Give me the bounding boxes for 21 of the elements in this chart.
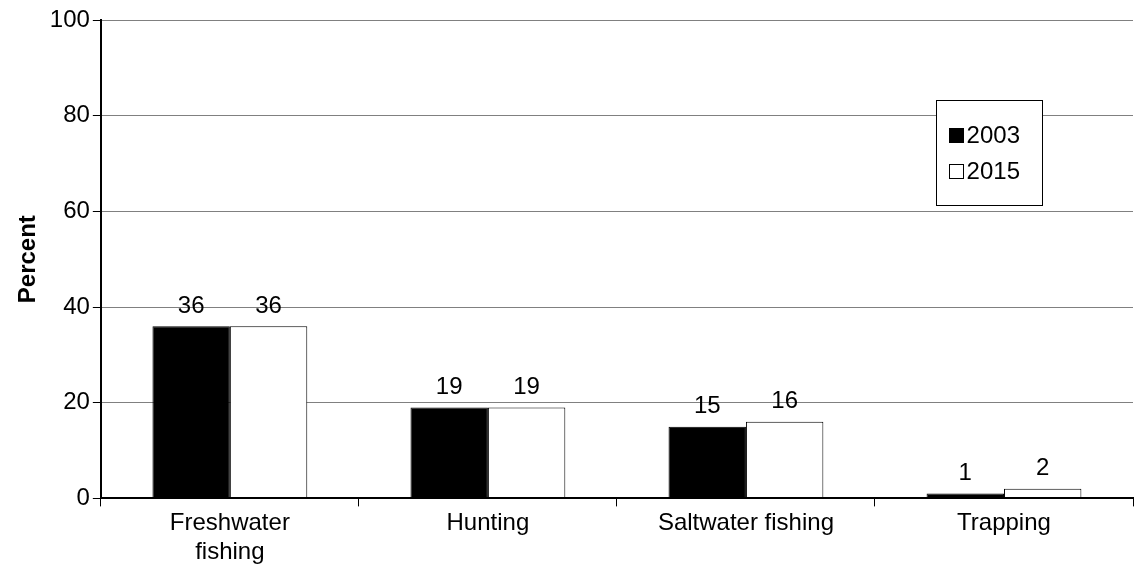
y-axis-title: Percent — [13, 215, 41, 304]
x-tick-label: Hunting — [446, 508, 530, 536]
legend-label: 2015 — [966, 157, 1020, 185]
y-tick-label: 100 — [49, 4, 90, 32]
legend-label: 2003 — [966, 121, 1020, 149]
x-tick-label: Trapping — [957, 508, 1051, 536]
y-tick-label: 0 — [76, 483, 90, 511]
y-tick-label: 80 — [63, 100, 90, 128]
data-label: 1 — [958, 458, 972, 486]
y-tick-label: 20 — [63, 387, 90, 415]
data-label: 16 — [771, 386, 798, 414]
data-label: 36 — [177, 290, 205, 318]
x-tick-label: Saltwater fishing — [657, 508, 834, 536]
data-label: 2 — [1036, 453, 1050, 481]
data-label: 15 — [693, 391, 721, 419]
y-tick-label: 40 — [63, 291, 90, 319]
data-label: 19 — [435, 372, 463, 400]
data-label: 19 — [513, 372, 540, 400]
y-tick-label: 60 — [63, 195, 90, 223]
x-tick-label: Freshwater fishing — [169, 508, 290, 565]
data-label: 36 — [255, 290, 282, 318]
